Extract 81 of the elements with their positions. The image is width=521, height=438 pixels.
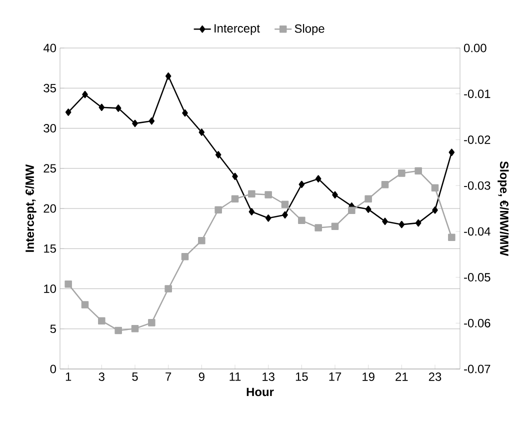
- x-tick-label: 15: [296, 372, 308, 381]
- point: [398, 220, 405, 228]
- point: [82, 90, 88, 98]
- point: [182, 109, 188, 117]
- y-tick-label: 25: [44, 164, 56, 173]
- x-tick-label: 7: [166, 372, 172, 381]
- x-tick-label: 3: [98, 372, 104, 381]
- legend-label: Slope: [294, 24, 324, 36]
- point: [115, 104, 122, 112]
- y2-tick-label: -0.07: [464, 364, 490, 374]
- point: [248, 190, 256, 198]
- point: [448, 234, 456, 242]
- x-tick-label: 23: [428, 372, 442, 381]
- point: [398, 170, 406, 177]
- x-tick-label: 1: [66, 372, 72, 381]
- point: [448, 148, 455, 156]
- point: [332, 191, 338, 198]
- y2-tick-label: -0.02: [464, 135, 490, 144]
- y-tick-label: 15: [44, 244, 56, 253]
- point: [148, 117, 155, 125]
- x-axis-title: Hour: [246, 388, 274, 396]
- y-tick-label: 35: [44, 84, 56, 92]
- point: [231, 195, 239, 203]
- legend-label: Intercept: [214, 24, 260, 35]
- point: [365, 206, 372, 213]
- y2-tick-label: -0.03: [464, 181, 490, 190]
- point: [298, 216, 306, 224]
- point: [248, 208, 255, 216]
- point: [81, 301, 89, 308]
- point: [315, 175, 322, 182]
- point: [181, 253, 189, 260]
- point: [215, 151, 222, 158]
- y2-axis-title: Slope, €/MW/MW: [498, 161, 509, 256]
- point: [381, 181, 389, 188]
- y-tick-label: 10: [44, 284, 56, 293]
- x-tick-label: 19: [362, 372, 374, 381]
- y2-tick-label: -0.01: [464, 90, 490, 98]
- point: [364, 195, 372, 203]
- point: [131, 325, 139, 332]
- x-tick-label: 9: [198, 372, 204, 381]
- y2-tick-label: -0.06: [464, 318, 490, 328]
- point: [114, 326, 122, 334]
- y2-tick-label: 0.00: [464, 44, 486, 52]
- point: [314, 224, 322, 232]
- y2-tick-label: -0.05: [464, 273, 490, 282]
- point: [415, 219, 422, 227]
- y-axis-title: Intercept, €/MW: [25, 164, 36, 252]
- point: [64, 280, 72, 288]
- y-tick-label: 0: [50, 364, 56, 374]
- x-tick-label: 17: [329, 372, 342, 381]
- point: [165, 72, 172, 80]
- y-tick-label: 20: [44, 204, 56, 213]
- point: [98, 104, 105, 112]
- point: [132, 120, 138, 128]
- point: [432, 206, 438, 214]
- point: [331, 222, 339, 230]
- point: [148, 319, 156, 326]
- point: [281, 200, 289, 208]
- point: [214, 206, 222, 214]
- point: [232, 172, 238, 180]
- point: [264, 191, 272, 198]
- y-tick-label: 5: [50, 324, 56, 334]
- point: [348, 206, 356, 214]
- x-tick-label: 21: [396, 372, 408, 381]
- point: [414, 167, 422, 175]
- point: [198, 128, 205, 136]
- x-tick-label: 5: [132, 372, 138, 381]
- point: [382, 218, 388, 225]
- y-tick-label: 30: [44, 124, 56, 132]
- point: [164, 285, 172, 292]
- point: [282, 211, 288, 219]
- point: [65, 108, 72, 116]
- point: [298, 180, 305, 188]
- y-tick-label: 40: [43, 44, 56, 52]
- x-tick-label: 11: [230, 372, 241, 381]
- point: [198, 236, 206, 244]
- point: [265, 214, 272, 222]
- point: [98, 317, 106, 324]
- y2-tick-label: -0.04: [464, 227, 490, 236]
- x-tick-label: 13: [262, 372, 274, 381]
- point: [431, 184, 439, 192]
